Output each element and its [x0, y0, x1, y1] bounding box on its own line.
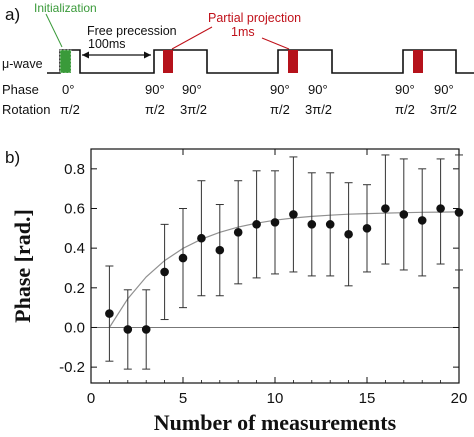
partial-pulse-1: [163, 50, 173, 73]
partial-projection-time: 1ms: [231, 25, 255, 39]
rotation-value-6: π/2: [395, 102, 415, 117]
rotation-value-7: 3π/2: [430, 102, 457, 117]
y-tick-label: -0.2: [59, 359, 85, 376]
free-arrow-head-right: [144, 51, 151, 59]
data-point: [289, 210, 298, 219]
data-point: [197, 233, 206, 243]
row-label-rotation: Rotation: [2, 102, 50, 117]
free-precession-time: 100ms: [88, 37, 126, 51]
y-tick-label: 0.2: [64, 280, 85, 297]
data-point: [454, 208, 464, 217]
data-point: [105, 309, 114, 318]
data-point: [307, 220, 317, 229]
y-tick-label: 0.8: [64, 161, 85, 178]
uwave-pulse-train: [47, 49, 474, 74]
row-label-uwave: μ-wave: [2, 57, 43, 71]
partial-pointer-left: [171, 26, 213, 50]
data-point: [270, 218, 280, 227]
free-precession-label: Free precession: [87, 24, 177, 38]
panel-a-label: a): [5, 5, 20, 24]
x-tick-label: 5: [179, 390, 187, 407]
panel-b-label: b): [5, 148, 20, 167]
y-tick-label: 0.0: [64, 319, 85, 336]
phase-value-5: 90°: [308, 82, 328, 97]
data-point: [215, 245, 225, 255]
phase-value-4: 90°: [270, 82, 290, 97]
partial-pointer-right: [261, 37, 290, 50]
y-tick-label: 0.6: [64, 200, 85, 217]
rotation-value-3: 3π/2: [180, 102, 207, 117]
axis-ticks: 0 5 10 15 20 -0.2 0.0 0.2 0.4 0.6 0.8: [59, 149, 467, 407]
free-arrow-head-left: [82, 51, 89, 59]
partial-projection-label: Partial projection: [208, 11, 301, 25]
rotation-value-2: π/2: [145, 102, 165, 117]
data-point: [399, 210, 409, 219]
panel-b: b) 0 5 10 15 20 -0.2 0.0 0.2 0.4 0.6 0.8 Number of…: [5, 148, 467, 435]
data-point: [381, 204, 390, 213]
data-point: [325, 220, 335, 229]
panel-a: a) Initialization Free precession 100ms …: [2, 1, 474, 117]
data-marks: [105, 154, 464, 370]
x-tick-label: 15: [359, 390, 376, 407]
rotation-value-5: 3π/2: [305, 102, 332, 117]
data-point: [160, 267, 169, 277]
data-point: [344, 229, 353, 239]
init-block: [59, 49, 72, 74]
x-tick-label: 10: [267, 390, 284, 407]
rotation-value-4: π/2: [270, 102, 290, 117]
partial-pulse-2: [288, 50, 298, 73]
phase-value-7: 90°: [434, 82, 454, 97]
data-point: [362, 224, 372, 233]
y-tick-label: 0.4: [64, 240, 85, 257]
y-axis-label: Phase [rad.]: [10, 209, 35, 323]
x-tick-label: 20: [451, 390, 468, 407]
partial-pulse-3: [413, 50, 423, 73]
x-axis-label: Number of measurements: [154, 410, 397, 435]
data-point: [233, 227, 243, 237]
x-tick-label: 0: [87, 390, 95, 407]
phase-value-3: 90°: [182, 82, 202, 97]
phase-value-2: 90°: [145, 82, 165, 97]
init-pointer: [45, 13, 63, 48]
data-point: [436, 204, 445, 213]
data-point: [123, 325, 133, 334]
data-point: [178, 253, 188, 263]
data-point: [141, 325, 151, 334]
init-label: Initialization: [34, 1, 97, 15]
data-point: [417, 216, 427, 225]
phase-value-1: 0°: [62, 82, 74, 97]
phase-value-6: 90°: [395, 82, 415, 97]
rotation-value-1: π/2: [60, 102, 80, 117]
data-point: [252, 220, 261, 229]
row-label-phase: Phase: [2, 82, 39, 97]
